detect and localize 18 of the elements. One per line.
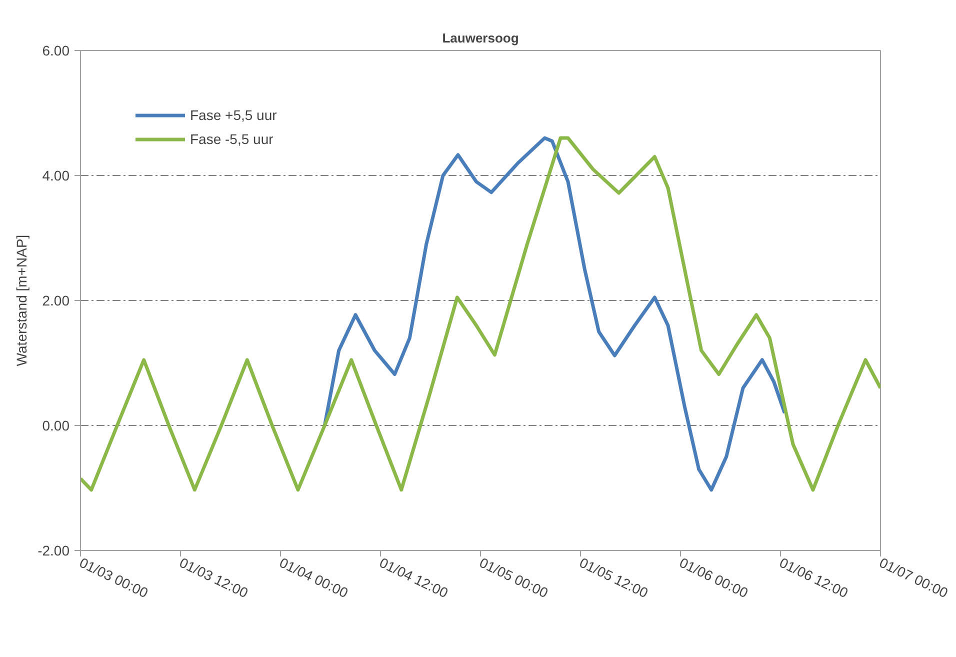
x-tick-label: 01/04 00:00 bbox=[277, 554, 351, 601]
x-tick-label: 01/05 00:00 bbox=[477, 554, 551, 601]
x-tick-label: 01/03 12:00 bbox=[177, 554, 251, 601]
x-tick-label: 01/06 12:00 bbox=[777, 554, 851, 601]
x-tick-label: 01/04 12:00 bbox=[377, 554, 451, 601]
x-tick-label: 01/05 12:00 bbox=[577, 554, 651, 601]
y-tick-label: 4.00 bbox=[42, 168, 70, 184]
x-tick-label: 01/06 00:00 bbox=[677, 554, 751, 601]
legend-label: Fase +5,5 uur bbox=[190, 107, 277, 123]
y-tick-label: 0.00 bbox=[42, 418, 70, 434]
chart-title: Lauwersoog bbox=[442, 30, 519, 46]
y-tick-label: 2.00 bbox=[42, 292, 70, 308]
y-tick-label: 6.00 bbox=[42, 42, 70, 58]
x-tick-label: 01/07 00:00 bbox=[876, 554, 951, 601]
legend-label: Fase -5,5 uur bbox=[190, 131, 274, 147]
y-tick-label: -2.00 bbox=[38, 542, 70, 558]
x-tick-label: 01/03 00:00 bbox=[77, 554, 151, 601]
y-axis-title: Waterstand [m+NAP] bbox=[14, 234, 30, 366]
